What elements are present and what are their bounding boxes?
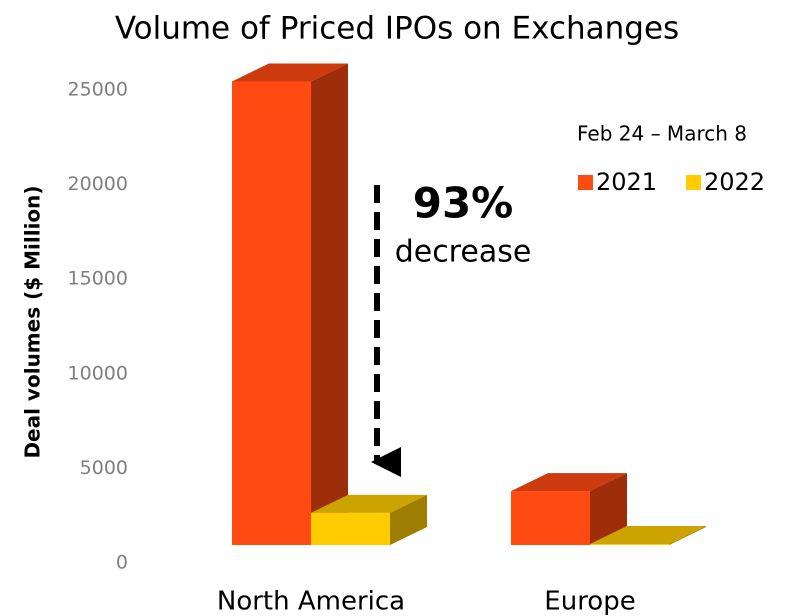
legend-title: Feb 24 – March 8 (577, 122, 747, 146)
bar-side-shade (311, 63, 348, 546)
bar-front (511, 491, 590, 545)
y-axis-label: Deal volumes ($ Million) (21, 185, 45, 458)
y-tick-label: 5000 (80, 457, 128, 479)
y-tick-label: 0 (116, 552, 128, 574)
bar-side (311, 63, 348, 546)
bar-side-shade (390, 494, 427, 545)
legend-swatch (578, 175, 593, 190)
bar-side (590, 473, 627, 545)
y-tick-label: 25000 (68, 79, 128, 101)
bar-front (311, 512, 390, 545)
bar-top-shade (232, 63, 348, 82)
y-tick-label: 15000 (68, 268, 128, 290)
bar-top-shade (511, 473, 627, 492)
bar-top (511, 473, 627, 492)
annotation: 93% (413, 179, 514, 228)
bar-top (311, 494, 427, 513)
bar-side (390, 494, 427, 545)
bar-front (590, 544, 669, 545)
bar-top-shade (311, 494, 427, 513)
bar-side (669, 526, 706, 545)
bar-top (232, 63, 348, 82)
y-tick-label: 20000 (68, 173, 128, 195)
annotation: decrease (395, 235, 532, 270)
bar-top-shade (590, 526, 706, 545)
bar (232, 63, 348, 546)
legend-swatch (686, 175, 701, 190)
legend-label: 2021 (596, 168, 657, 196)
bar-top (590, 526, 706, 545)
bar-side-shade (669, 526, 706, 545)
bar (590, 526, 706, 545)
bar-front (232, 81, 311, 546)
bar-side-shade (590, 473, 627, 545)
x-tick-label: North America (217, 587, 405, 616)
legend-label: 2022 (704, 168, 765, 196)
y-tick-label: 10000 (68, 362, 128, 384)
x-tick-label: Europe (544, 587, 635, 616)
bar (511, 473, 627, 545)
bar (311, 494, 427, 545)
chart-title: Volume of Priced IPOs on Exchanges (115, 11, 679, 47)
